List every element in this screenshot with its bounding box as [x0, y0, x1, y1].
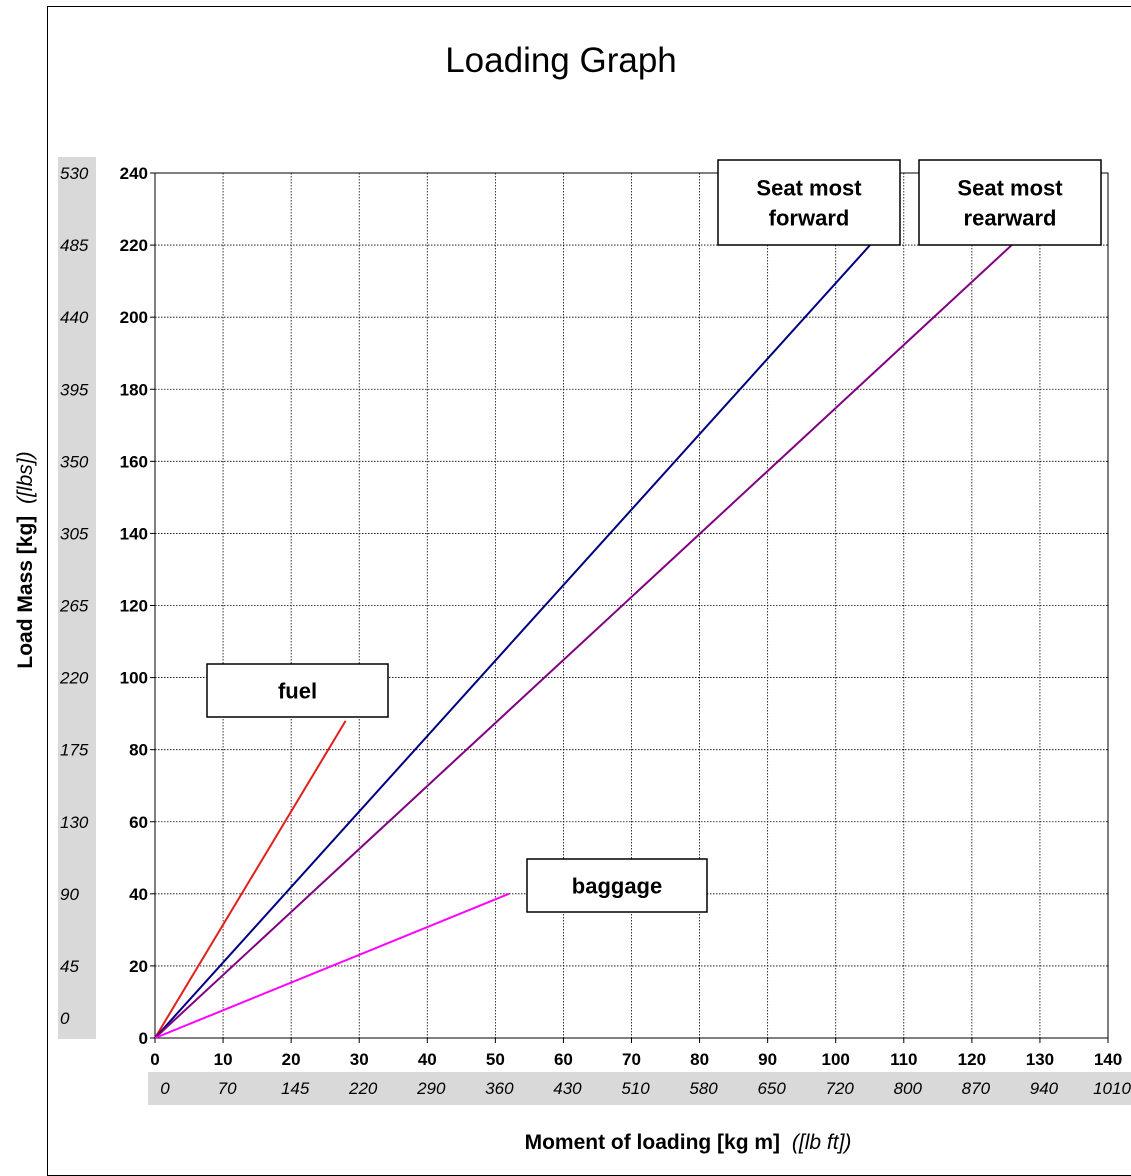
y-tick-label: 0 [139, 1029, 148, 1048]
series-line-fuel [154, 720, 347, 1039]
y-tick-label: 60 [129, 813, 148, 832]
y-tick-label-secondary: 0 [60, 1009, 70, 1028]
x-tick-label-secondary: 145 [281, 1079, 310, 1098]
x-tick-label: 90 [758, 1050, 777, 1069]
y-tick-label-secondary: 440 [60, 308, 89, 327]
callout-baggage: baggage [526, 858, 708, 913]
callout-seat-most-forward: Seat most forward [717, 159, 901, 246]
y-axis-title: Load Mass [kg] ([lbs]) [14, 451, 37, 668]
x-tick-label: 20 [282, 1050, 301, 1069]
y-tick-label-secondary: 220 [59, 669, 89, 688]
y-tick-label: 100 [120, 669, 148, 688]
x-tick-label: 60 [554, 1050, 573, 1069]
callout-box [717, 159, 901, 246]
y-tick-label: 120 [120, 597, 148, 616]
callout-box [206, 663, 389, 718]
x-tick-label-secondary: 650 [757, 1079, 786, 1098]
y-tick-label-secondary: 175 [60, 741, 89, 760]
callout-label: rearward [964, 206, 1057, 231]
x-tick-label-secondary: 290 [416, 1079, 446, 1098]
y-tick-label-secondary: 305 [60, 524, 89, 543]
x-tick-label-secondary: 360 [485, 1079, 514, 1098]
y-axis-label-primary: Load Mass [kg] [14, 516, 37, 669]
x-tick-label: 140 [1094, 1050, 1122, 1069]
y-tick-label-secondary: 45 [60, 957, 79, 976]
callout-label: Seat most [756, 176, 862, 201]
x-tick-label-secondary: 720 [826, 1079, 855, 1098]
x-tick-label: 70 [622, 1050, 641, 1069]
x-tick-label-secondary: 800 [894, 1079, 923, 1098]
x-tick-label: 130 [1026, 1050, 1054, 1069]
x-tick-label: 100 [822, 1050, 850, 1069]
callout-box [526, 858, 708, 913]
annotation-layer: fuel Seat most forward Seat most rearward bag… [206, 159, 1102, 913]
secondary-x-band [148, 1072, 1131, 1105]
y-tick-label: 240 [120, 164, 148, 183]
y-tick-label-secondary: 530 [60, 164, 89, 183]
grid-lines [155, 173, 1108, 1038]
x-tick-label-secondary: 580 [689, 1079, 718, 1098]
x-tick-label: 40 [418, 1050, 437, 1069]
y-tick-label-secondary: 350 [60, 452, 89, 471]
x-tick-label-secondary: 1010 [1093, 1079, 1131, 1098]
callout-seat-most-rearward: Seat most rearward [918, 159, 1102, 246]
x-tick-label: 50 [486, 1050, 505, 1069]
x-tick-label: 0 [150, 1050, 159, 1069]
x-axis-title: Moment of loading [kg m] ([lb ft]) [525, 1131, 852, 1154]
callout-label: baggage [572, 874, 662, 899]
y-tick-label: 140 [120, 524, 148, 543]
y-tick-label-secondary: 395 [60, 380, 89, 399]
x-axis-label-primary: Moment of loading [kg m] [525, 1131, 780, 1154]
x-tick-label: 120 [958, 1050, 986, 1069]
series-line-seat-most-forward [154, 237, 878, 1039]
series-layer [154, 237, 1021, 1039]
secondary-y-band [58, 157, 96, 1039]
y-tick-label: 200 [120, 308, 148, 327]
y-tick-label: 20 [129, 957, 148, 976]
series-line-baggage [154, 892, 510, 1039]
y-axis-label-secondary: ([lbs]) [14, 451, 37, 504]
series-line-seat-most-rearward [154, 237, 1021, 1039]
y-tick-label-secondary: 485 [60, 236, 89, 255]
x-tick-label: 10 [214, 1050, 233, 1069]
y-tick-label: 80 [129, 741, 148, 760]
y-tick-label-secondary: 265 [59, 597, 89, 616]
chart-title: Loading Graph [445, 41, 677, 80]
y-tick-label: 40 [129, 885, 148, 904]
x-tick-label-secondary: 70 [218, 1079, 237, 1098]
y-tick-label-secondary: 130 [60, 813, 89, 832]
y-tick-label-secondary: 90 [60, 885, 79, 904]
x-tick-label: 30 [350, 1050, 369, 1069]
x-tick-label-secondary: 870 [962, 1079, 991, 1098]
y-tick-label: 160 [120, 452, 148, 471]
x-tick-label-secondary: 220 [348, 1079, 378, 1098]
callout-fuel: fuel [206, 663, 389, 718]
x-axis-label-secondary: ([lb ft]) [792, 1131, 852, 1154]
callout-label: Seat most [957, 176, 1063, 201]
x-tick-label-secondary: 0 [160, 1079, 170, 1098]
x-tick-label-secondary: 510 [621, 1079, 650, 1098]
y-tick-label: 180 [120, 380, 148, 399]
callout-box [918, 159, 1102, 246]
x-tick-label: 110 [890, 1050, 917, 1069]
x-tick-label-secondary: 940 [1030, 1079, 1059, 1098]
callout-label: forward [769, 206, 850, 231]
x-tick-label-secondary: 430 [553, 1079, 582, 1098]
y-tick-label: 220 [120, 236, 148, 255]
tick-layer: 0010702014530220402905036060430705108058… [59, 164, 1131, 1098]
x-tick-label: 80 [690, 1050, 709, 1069]
callout-label: fuel [278, 679, 317, 704]
